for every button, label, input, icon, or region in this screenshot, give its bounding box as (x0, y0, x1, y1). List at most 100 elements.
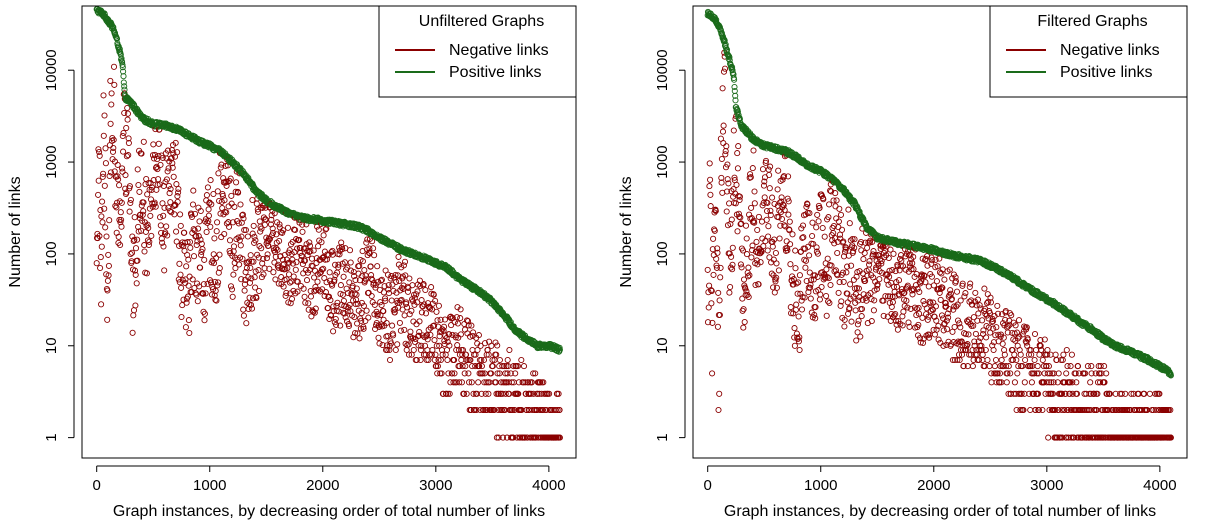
point-negative (230, 294, 235, 299)
point-negative (827, 202, 832, 207)
point-negative (135, 167, 140, 172)
point-negative (334, 303, 339, 308)
point-negative (735, 229, 740, 234)
point-negative (171, 174, 176, 179)
point-negative (244, 321, 249, 326)
point-negative (739, 265, 744, 270)
legend-title: Unfiltered Graphs (419, 13, 544, 30)
point-negative (187, 274, 192, 279)
point-negative (262, 222, 267, 227)
point-negative (793, 307, 798, 312)
point-negative (765, 248, 770, 253)
point-negative (808, 296, 813, 301)
point-negative (838, 212, 843, 217)
point-negative (711, 272, 716, 277)
point-negative (101, 133, 106, 138)
point-negative (289, 279, 294, 284)
point-negative (402, 259, 407, 264)
x-tick-label: 2000 (306, 477, 339, 494)
point-negative (777, 236, 782, 241)
point-negative (291, 274, 296, 279)
point-negative (730, 245, 735, 250)
point-negative (147, 239, 152, 244)
point-negative (766, 224, 771, 229)
point-negative (476, 380, 481, 385)
point-negative (709, 301, 714, 306)
point-negative (136, 182, 141, 187)
point-negative (387, 357, 392, 362)
point-negative (505, 357, 510, 362)
point-negative (1028, 407, 1033, 412)
point-negative (179, 314, 184, 319)
point-negative (954, 289, 959, 294)
point-negative (241, 307, 246, 312)
point-negative (861, 257, 866, 262)
point-negative (835, 250, 840, 255)
point-negative (124, 125, 129, 130)
point-negative (304, 278, 309, 283)
point-negative (710, 371, 715, 376)
point-negative (847, 221, 852, 226)
point-negative (381, 317, 386, 322)
point-negative (111, 145, 116, 150)
point-negative (1064, 371, 1069, 376)
point-negative (393, 347, 398, 352)
point-negative (814, 225, 819, 230)
point-negative (992, 364, 997, 369)
point-negative (375, 264, 380, 269)
point-negative (142, 249, 147, 254)
point-negative (1001, 335, 1006, 340)
point-negative (933, 304, 938, 309)
point-negative (363, 277, 368, 282)
point-negative (407, 276, 412, 281)
point-negative (973, 331, 978, 336)
point-negative (1000, 341, 1005, 346)
point-negative (178, 223, 183, 228)
point-negative (803, 265, 808, 270)
point-negative (204, 229, 209, 234)
point-negative (993, 357, 998, 362)
point-negative (755, 227, 760, 232)
point-negative (133, 303, 138, 308)
point-negative (101, 93, 106, 98)
point-negative (790, 232, 795, 237)
point-negative (721, 141, 726, 146)
point-negative (1004, 380, 1009, 385)
point-negative (205, 185, 210, 190)
point-negative (1012, 380, 1017, 385)
point-negative (217, 252, 222, 257)
point-negative (204, 193, 209, 198)
point-negative (722, 66, 727, 71)
point-negative (720, 129, 725, 134)
point-negative (271, 270, 276, 275)
point-negative (471, 330, 476, 335)
point-negative (741, 325, 746, 330)
point-negative (100, 220, 105, 225)
point-negative (238, 202, 243, 207)
y-tick-label: 10000 (43, 49, 60, 91)
point-negative (465, 331, 470, 336)
point-negative (182, 230, 187, 235)
point-negative (402, 313, 407, 318)
point-negative (238, 243, 243, 248)
point-negative (242, 288, 247, 293)
point-negative (834, 198, 839, 203)
point-negative (716, 290, 721, 295)
x-tick-label: 4000 (532, 477, 565, 494)
point-negative (994, 325, 999, 330)
point-negative (408, 329, 413, 334)
point-negative (1061, 352, 1066, 357)
point-negative (807, 253, 812, 258)
point-negative (118, 210, 123, 215)
point-negative (810, 220, 815, 225)
point-negative (731, 128, 736, 133)
point-negative (434, 309, 439, 314)
point-negative (348, 260, 353, 265)
point-negative (104, 234, 109, 239)
point-negative (377, 341, 382, 346)
point-negative (455, 343, 460, 348)
point-negative (735, 166, 740, 171)
point-negative (799, 298, 804, 303)
y-tick-label: 100 (43, 241, 60, 266)
